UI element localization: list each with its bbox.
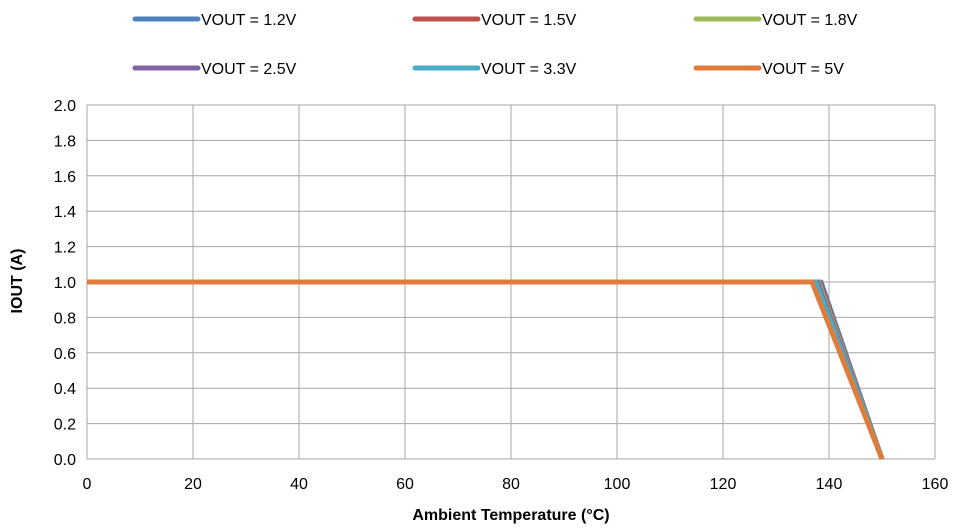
y-axis-label: IOUT (A) <box>9 249 26 314</box>
x-tick-label: 40 <box>290 476 308 493</box>
y-tick-label: 0.6 <box>54 346 76 363</box>
y-tick-label: 0.2 <box>54 417 76 434</box>
legend-entry: VOUT = 3.3V <box>481 61 577 78</box>
y-tick-label: 1.2 <box>54 240 76 257</box>
series-line <box>87 279 885 460</box>
series-line <box>87 279 885 460</box>
x-tick-label: 20 <box>184 476 202 493</box>
y-tick-label: 2.0 <box>54 98 76 115</box>
y-tick-label: 0.0 <box>54 452 76 469</box>
y-tick-label: 1.8 <box>54 133 76 150</box>
series-line <box>87 279 885 460</box>
x-tick-label: 0 <box>83 476 92 493</box>
legend: VOUT = 1.2V VOUT = 1.5V VOUT = 1.8V VOUT = … <box>132 12 858 78</box>
y-tick-label: 1.4 <box>54 204 76 221</box>
legend-entry: VOUT = 1.2V <box>201 12 297 29</box>
y-tick-label: 1.6 <box>54 169 76 186</box>
series-line <box>87 279 885 460</box>
series-layer <box>87 279 885 460</box>
x-tick-label: 100 <box>604 476 631 493</box>
x-tick-label: 140 <box>816 476 843 493</box>
x-tick-label: 60 <box>396 476 414 493</box>
series-line <box>87 279 885 460</box>
x-tick-label: 120 <box>710 476 737 493</box>
legend-entry: VOUT = 1.5V <box>481 12 577 29</box>
legend-entry: VOUT = 1.8V <box>762 12 858 29</box>
series-line <box>87 279 885 460</box>
y-tick-label: 0.8 <box>54 310 76 327</box>
y-tick-label: 0.4 <box>54 381 76 398</box>
y-tick-label: 1.0 <box>54 275 76 292</box>
tick-labels: 0.0 0.2 0.4 0.6 0.8 1.0 1.2 1.4 1.6 1.8 2.0 0 20 40 60… <box>54 98 949 493</box>
legend-entry: VOUT = 2.5V <box>201 61 297 78</box>
legend-entry: VOUT = 5V <box>762 61 844 78</box>
x-axis-label: Ambient Temperature (°C) <box>412 507 609 524</box>
x-tick-label: 80 <box>502 476 520 493</box>
x-tick-label: 160 <box>922 476 949 493</box>
